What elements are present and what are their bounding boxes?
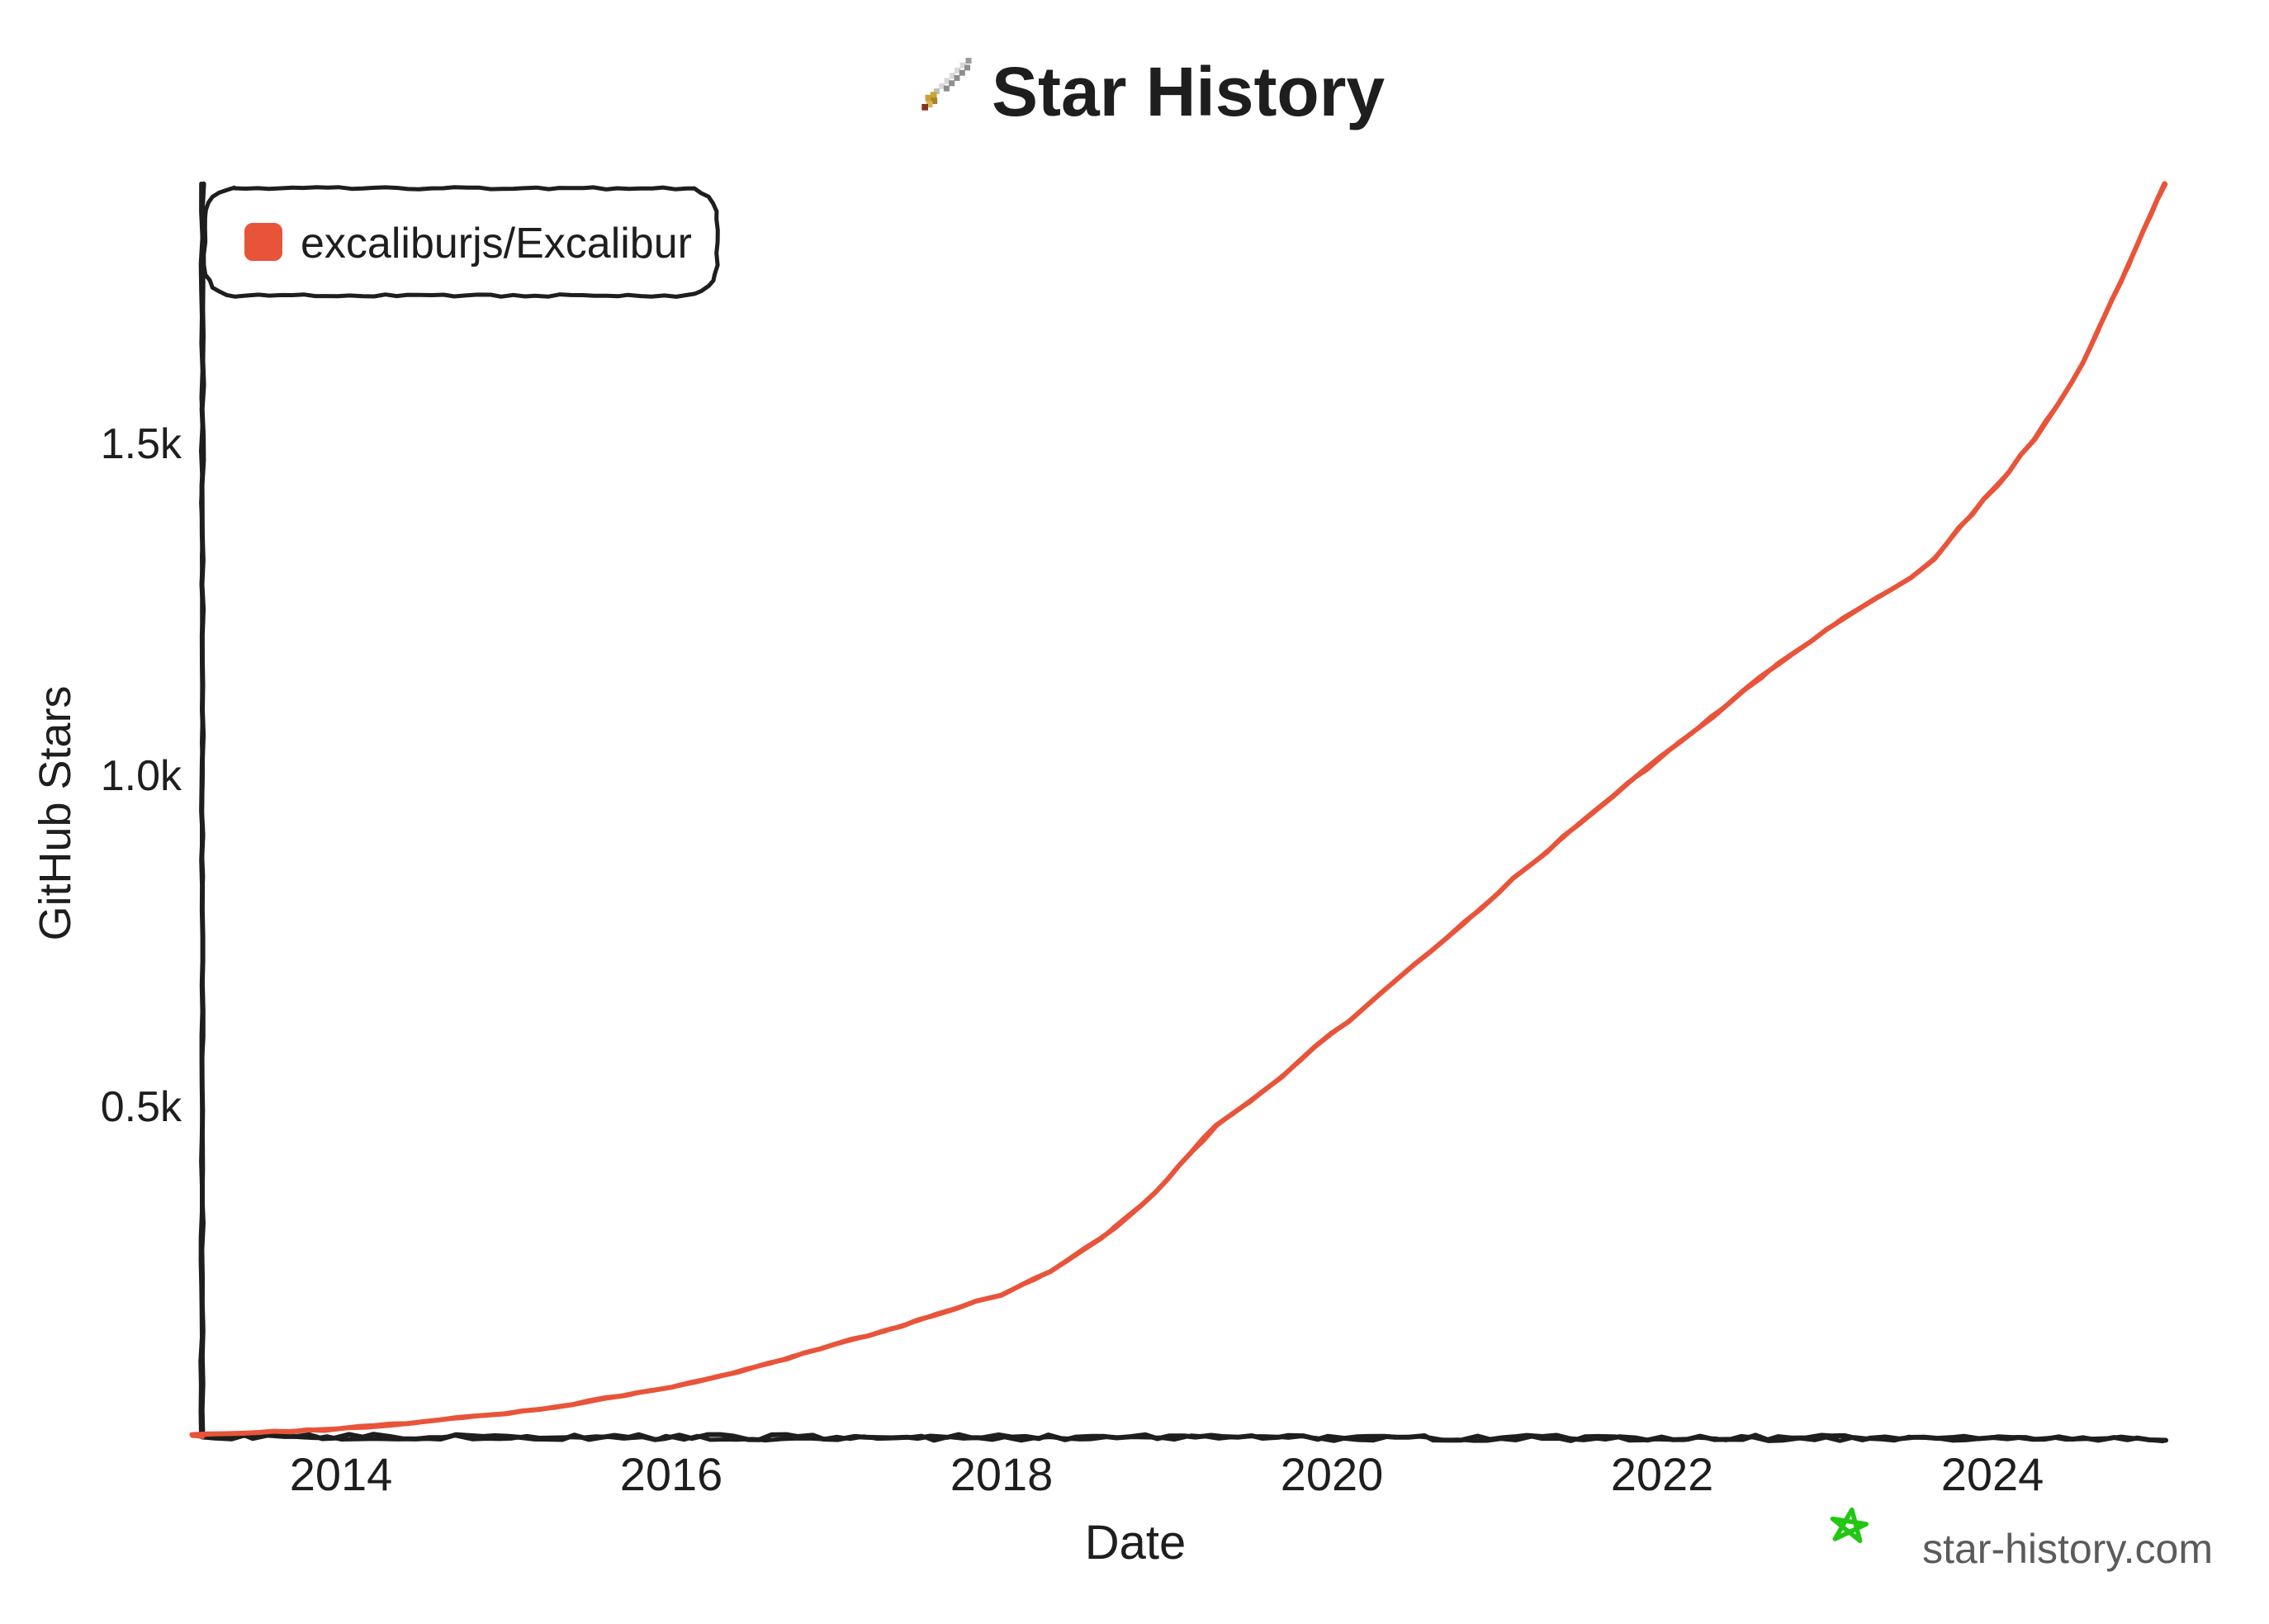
svg-text:1.0k: 1.0k	[101, 752, 182, 800]
svg-text:0.5k: 0.5k	[101, 1083, 182, 1131]
svg-text:2020: 2020	[1281, 1448, 1384, 1500]
svg-text:Star History: Star History	[992, 53, 1385, 130]
svg-text:GitHub Stars: GitHub Stars	[31, 685, 80, 940]
svg-text:2024: 2024	[1941, 1448, 2044, 1500]
svg-text:2014: 2014	[290, 1448, 393, 1500]
svg-text:1.5k: 1.5k	[101, 420, 182, 468]
svg-text:Date: Date	[1085, 1516, 1187, 1570]
svg-text:2022: 2022	[1611, 1448, 1714, 1500]
svg-text:2018: 2018	[950, 1448, 1054, 1500]
svg-text:star-history.com: star-history.com	[1922, 1526, 2213, 1572]
svg-text:2016: 2016	[620, 1448, 723, 1500]
svg-text:excaliburjs/Excalibur: excaliburjs/Excalibur	[301, 220, 692, 268]
